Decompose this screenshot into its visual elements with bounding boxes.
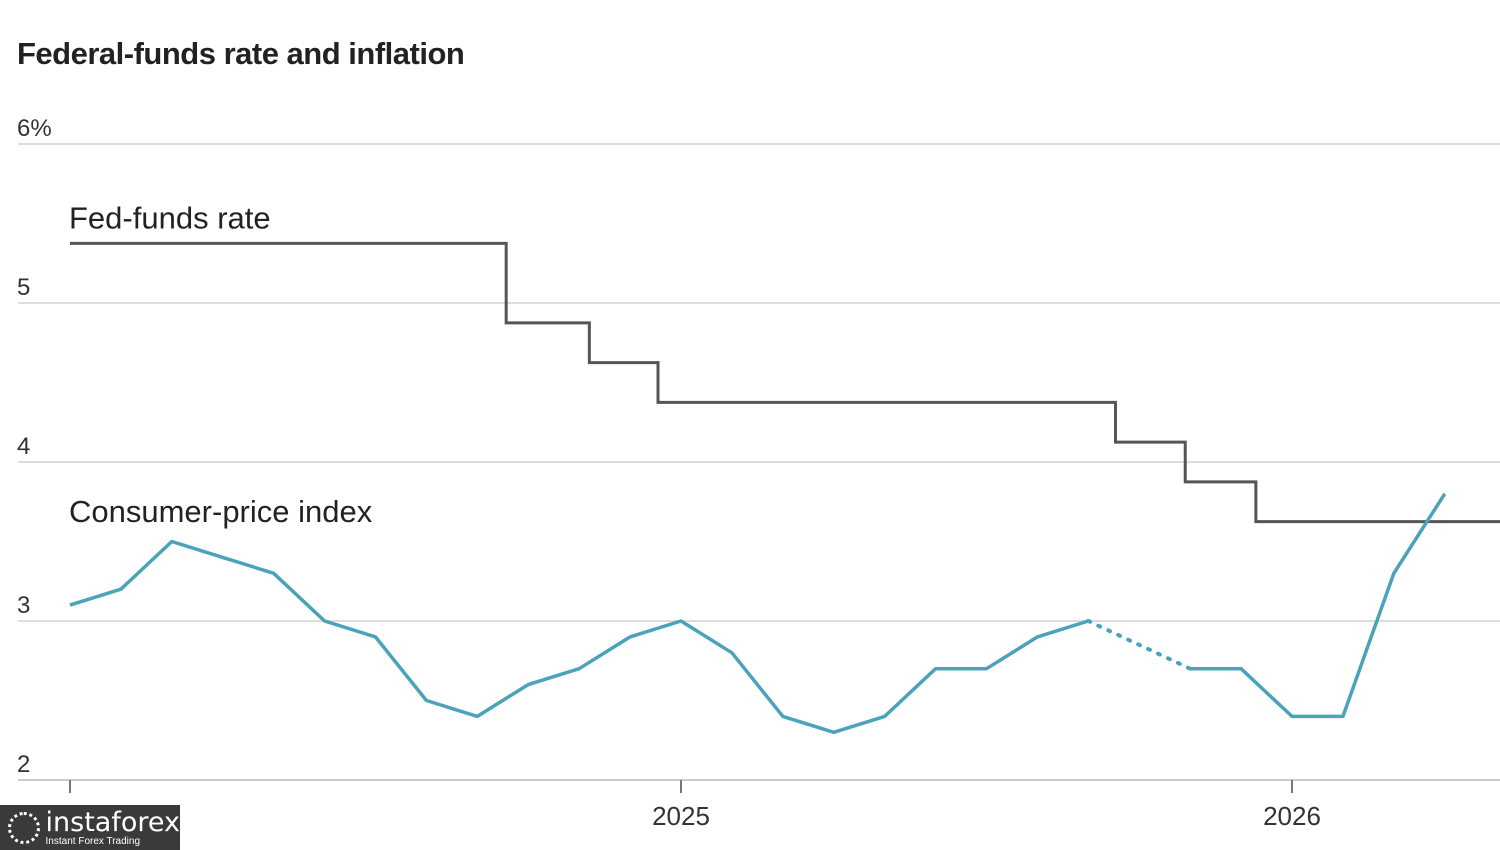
fed-funds-rate-label: Fed-funds rate (69, 200, 271, 235)
y-tick-label: 5 (17, 274, 30, 301)
x-tick-label: 2026 (1263, 801, 1321, 831)
cpi-line (1190, 492, 1447, 719)
cpi-label: Consumer-price index (69, 494, 373, 529)
grid-layer: 6% 5 4 3 2 (17, 115, 1500, 781)
cpi-line (69, 539, 1089, 735)
x-axis: 202420252026 (41, 780, 1321, 831)
y-tick-label: 4 (17, 433, 30, 460)
y-tick-label: 3 (17, 592, 30, 619)
fed-funds-rate-line (70, 241, 1500, 524)
chart-title: Federal-funds rate and inflation (17, 36, 465, 71)
series-labels: Fed-funds rate Consumer-price index (69, 200, 373, 529)
y-tick-label: 2 (17, 751, 30, 778)
instaforex-watermark: instaforex Instant Forex Trading (0, 805, 180, 850)
cpi-dotted-segment (1086, 619, 1193, 671)
watermark-tagline: Instant Forex Trading (45, 835, 141, 847)
x-tick-label: 2025 (652, 801, 710, 831)
instaforex-logo-icon (8, 811, 40, 844)
watermark-brand: instaforex (45, 806, 180, 838)
series-layer (69, 241, 1500, 735)
y-tick-label: 6% (17, 115, 52, 142)
